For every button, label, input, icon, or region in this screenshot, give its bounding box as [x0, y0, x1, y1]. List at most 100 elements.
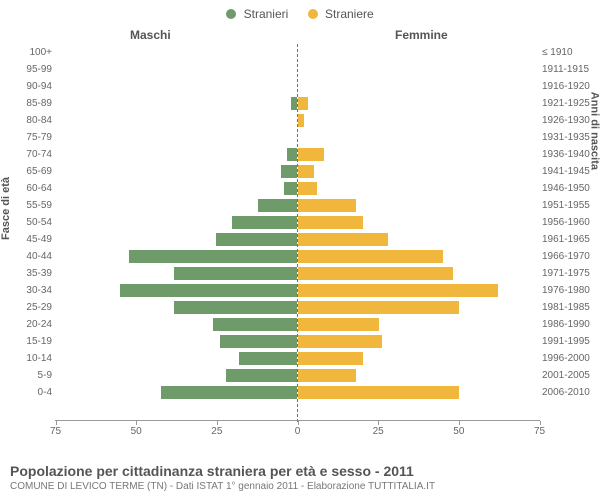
bar-male — [216, 233, 297, 246]
birth-label: 1951-1955 — [542, 197, 598, 214]
pyramid-row: 85-891921-1925 — [55, 95, 540, 112]
pyramid-row: 80-841926-1930 — [55, 112, 540, 129]
birth-label: 1946-1950 — [542, 180, 598, 197]
x-tick-mark — [217, 421, 218, 425]
birth-label: 1931-1935 — [542, 129, 598, 146]
x-tick-label: 75 — [44, 426, 68, 437]
bar-male — [284, 182, 297, 195]
legend-item-female: Straniere — [308, 6, 374, 21]
age-label: 10-14 — [0, 350, 52, 367]
bar-female — [298, 165, 314, 178]
birth-label: 1956-1960 — [542, 214, 598, 231]
bar-male — [287, 148, 297, 161]
age-label: 65-69 — [0, 163, 52, 180]
birth-label: 1921-1925 — [542, 95, 598, 112]
x-axis: 7550250255075 — [55, 420, 540, 445]
birth-label: 2006-2010 — [542, 384, 598, 401]
bar-female — [298, 386, 459, 399]
pyramid-row: 55-591951-1955 — [55, 197, 540, 214]
column-heading-female: Femmine — [395, 28, 448, 42]
bar-female — [298, 335, 382, 348]
bar-male — [258, 199, 297, 212]
age-label: 25-29 — [0, 299, 52, 316]
bar-female — [298, 284, 498, 297]
age-label: 70-74 — [0, 146, 52, 163]
birth-label: 1966-1970 — [542, 248, 598, 265]
pyramid-row: 90-941916-1920 — [55, 78, 540, 95]
birth-label: 1911-1915 — [542, 61, 598, 78]
bar-female — [298, 301, 459, 314]
pyramid-row: 75-791931-1935 — [55, 129, 540, 146]
age-label: 100+ — [0, 44, 52, 61]
bar-female — [298, 114, 304, 127]
bar-male — [120, 284, 297, 297]
bar-female — [298, 182, 317, 195]
x-tick-mark — [298, 421, 299, 425]
bar-female — [298, 216, 363, 229]
pyramid-row: 0-42006-2010 — [55, 384, 540, 401]
x-tick-label: 25 — [205, 426, 229, 437]
chart-subtitle: COMUNE DI LEVICO TERME (TN) - Dati ISTAT… — [10, 481, 590, 492]
pyramid-row: 50-541956-1960 — [55, 214, 540, 231]
pyramid-row: 70-741936-1940 — [55, 146, 540, 163]
legend: Stranieri Straniere — [0, 6, 600, 21]
bar-male — [239, 352, 297, 365]
birth-label: 1996-2000 — [542, 350, 598, 367]
legend-swatch-female — [308, 9, 318, 19]
age-label: 20-24 — [0, 316, 52, 333]
pyramid-row: 5-92001-2005 — [55, 367, 540, 384]
birth-label: 1981-1985 — [542, 299, 598, 316]
column-heading-male: Maschi — [130, 28, 171, 42]
pyramid-row: 25-291981-1985 — [55, 299, 540, 316]
bar-female — [298, 369, 356, 382]
x-tick-mark — [459, 421, 460, 425]
pyramid-row: 45-491961-1965 — [55, 231, 540, 248]
legend-item-male: Stranieri — [226, 6, 288, 21]
bar-female — [298, 199, 356, 212]
birth-label: 1991-1995 — [542, 333, 598, 350]
bar-female — [298, 318, 379, 331]
age-label: 30-34 — [0, 282, 52, 299]
age-label: 85-89 — [0, 95, 52, 112]
bar-male — [213, 318, 297, 331]
birth-label: ≤ 1910 — [542, 44, 598, 61]
pyramid-row: 95-991911-1915 — [55, 61, 540, 78]
bar-female — [298, 267, 453, 280]
age-label: 60-64 — [0, 180, 52, 197]
birth-label: 1986-1990 — [542, 316, 598, 333]
birth-label: 1941-1945 — [542, 163, 598, 180]
birth-label: 1916-1920 — [542, 78, 598, 95]
chart-footer: Popolazione per cittadinanza straniera p… — [10, 463, 590, 492]
age-label: 40-44 — [0, 248, 52, 265]
pyramid-row: 100+≤ 1910 — [55, 44, 540, 61]
bar-female — [298, 250, 443, 263]
legend-swatch-male — [226, 9, 236, 19]
age-label: 75-79 — [0, 129, 52, 146]
pyramid-row: 10-141996-2000 — [55, 350, 540, 367]
birth-label: 1926-1930 — [542, 112, 598, 129]
chart-container: Stranieri Straniere Maschi Femmine Fasce… — [0, 0, 600, 500]
bar-female — [298, 148, 324, 161]
bar-female — [298, 352, 363, 365]
pyramid-row: 35-391971-1975 — [55, 265, 540, 282]
birth-label: 1971-1975 — [542, 265, 598, 282]
bar-male — [174, 301, 297, 314]
pyramid-row: 15-191991-1995 — [55, 333, 540, 350]
pyramid-row: 20-241986-1990 — [55, 316, 540, 333]
plot-area: 100+≤ 191095-991911-191590-941916-192085… — [55, 44, 540, 444]
bar-male — [129, 250, 297, 263]
age-label: 80-84 — [0, 112, 52, 129]
x-tick-label: 50 — [124, 426, 148, 437]
bar-male — [291, 97, 297, 110]
bar-male — [226, 369, 297, 382]
x-tick-mark — [378, 421, 379, 425]
x-tick-label: 0 — [286, 426, 310, 437]
age-label: 50-54 — [0, 214, 52, 231]
bar-male — [174, 267, 297, 280]
chart-title: Popolazione per cittadinanza straniera p… — [10, 463, 590, 479]
x-tick-label: 75 — [528, 426, 552, 437]
bar-male — [281, 165, 297, 178]
birth-label: 1961-1965 — [542, 231, 598, 248]
pyramid-row: 30-341976-1980 — [55, 282, 540, 299]
bar-female — [298, 233, 388, 246]
